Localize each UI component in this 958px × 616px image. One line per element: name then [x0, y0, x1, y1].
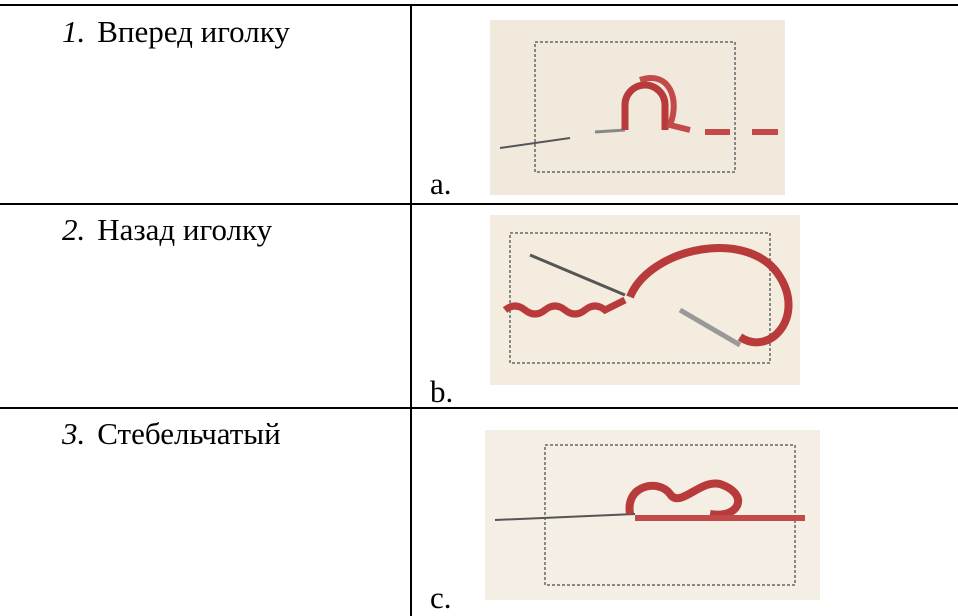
row-number: 3. — [62, 416, 86, 451]
stitch-name: Стебельчатый — [97, 416, 281, 451]
column-border — [410, 4, 412, 616]
row-label: 2. Назад иголку — [62, 212, 272, 248]
table-border — [0, 4, 958, 6]
option-letter: a. — [430, 166, 452, 201]
row-border — [0, 407, 958, 409]
row-border — [0, 203, 958, 205]
stitch-illustration — [490, 20, 785, 195]
option-letter: b. — [430, 374, 454, 409]
option-letter: c. — [430, 580, 452, 615]
stitch-name: Назад иголку — [97, 212, 273, 247]
row-number: 1. — [62, 14, 86, 49]
row-label: 3. Стебельчатый — [62, 416, 281, 452]
stitch-name: Вперед иголку — [97, 14, 290, 49]
row-label: 1. Вперед иголку — [62, 14, 290, 50]
stitch-illustration — [490, 215, 800, 385]
row-number: 2. — [62, 212, 86, 247]
stitch-illustration — [485, 430, 820, 600]
